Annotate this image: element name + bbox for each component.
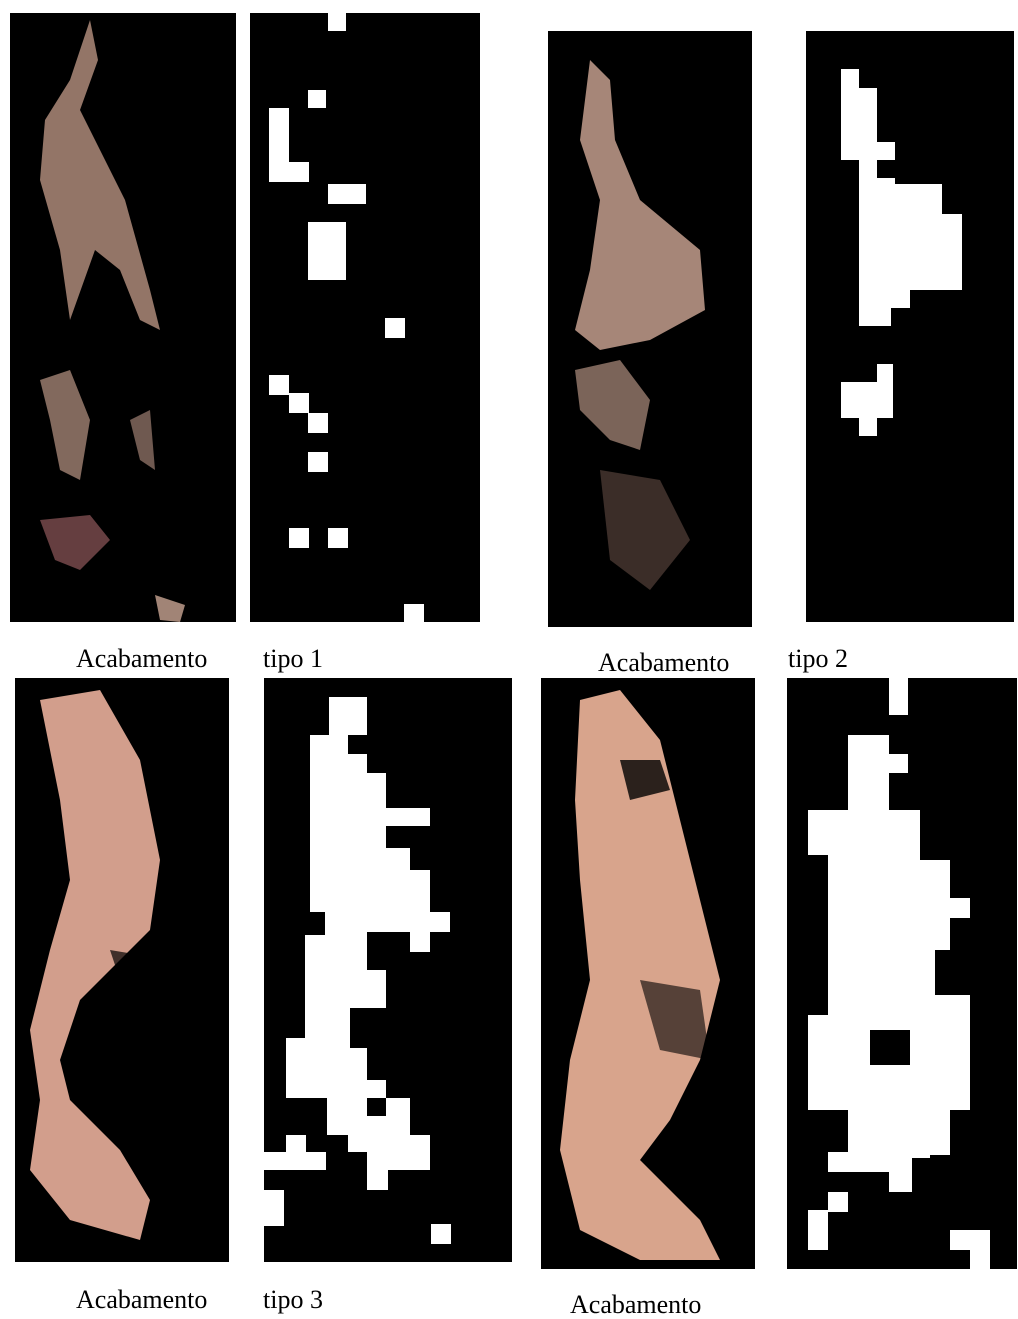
caption: Acabamento [76,646,207,672]
mask-3 [264,678,512,1262]
caption: Acabamento [76,1287,207,1313]
caption: Acabamento [598,650,729,676]
caption: tipo 2 [788,646,848,672]
carcass-photo-4 [541,678,755,1269]
caption: Acabamento [570,1292,701,1318]
mask-2 [806,31,1014,622]
mask-4 [787,678,1017,1269]
figure: Acabamento tipo 1 Acabamento tipo 2 Acab… [0,0,1018,1315]
mask-1 [250,13,480,622]
carcass-photo-2 [548,31,752,627]
caption: tipo 1 [263,646,323,672]
carcass-photo-3 [15,678,229,1262]
carcass-photo-1 [10,13,236,622]
caption: tipo 3 [263,1287,323,1313]
